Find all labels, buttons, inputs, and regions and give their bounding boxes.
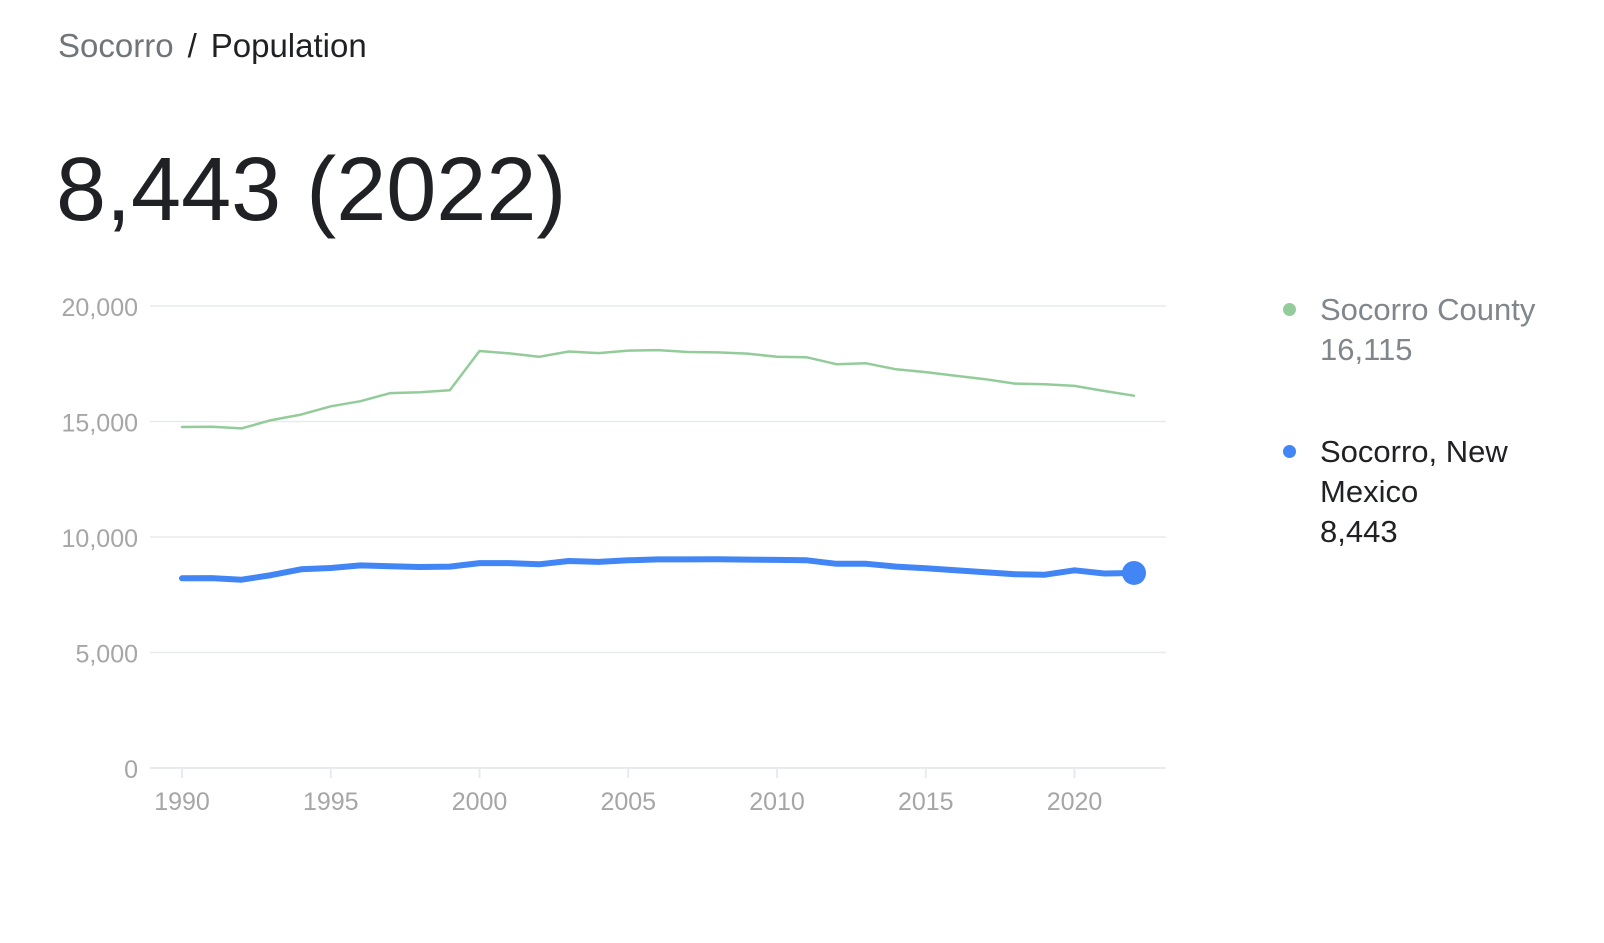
legend-city-value: 8,443 xyxy=(1320,514,1398,549)
x-tick-label: 2005 xyxy=(600,788,656,816)
x-tick-label: 2020 xyxy=(1047,788,1103,816)
breadcrumb-separator: / xyxy=(187,27,197,64)
x-tick-label: 1995 xyxy=(303,788,359,816)
x-tick-label: 2015 xyxy=(898,788,954,816)
highlight-point xyxy=(1122,560,1146,585)
breadcrumb: Socorro / Population xyxy=(58,26,367,66)
county-series-line xyxy=(180,348,1136,430)
breadcrumb-topic: Population xyxy=(210,27,367,64)
y-tick-label: 0 xyxy=(124,756,138,784)
y-tick-label: 15,000 xyxy=(62,410,138,438)
x-tick-label: 2000 xyxy=(452,788,508,816)
city-series-line xyxy=(179,556,1137,583)
y-tick-label: 20,000 xyxy=(62,294,138,322)
x-tick-label: 2010 xyxy=(749,788,805,816)
y-tick-label: 5,000 xyxy=(75,641,138,669)
legend-item-city[interactable]: Socorro, New Mexico 8,443 xyxy=(1283,432,1590,552)
breadcrumb-place-link[interactable]: Socorro xyxy=(58,27,174,64)
legend-county-dot xyxy=(1283,303,1296,316)
legend-county-name: Socorro County xyxy=(1320,292,1536,327)
population-headline: 8,443 (2022) xyxy=(56,140,567,240)
legend-item-county[interactable]: Socorro County 16,115 xyxy=(1283,290,1590,370)
legend-city-dot xyxy=(1283,445,1296,458)
legend-city-name: Socorro, New Mexico xyxy=(1320,434,1508,509)
legend-county-value: 16,115 xyxy=(1320,332,1413,367)
x-tick-label: 1990 xyxy=(154,788,210,816)
y-tick-label: 10,000 xyxy=(62,525,138,553)
